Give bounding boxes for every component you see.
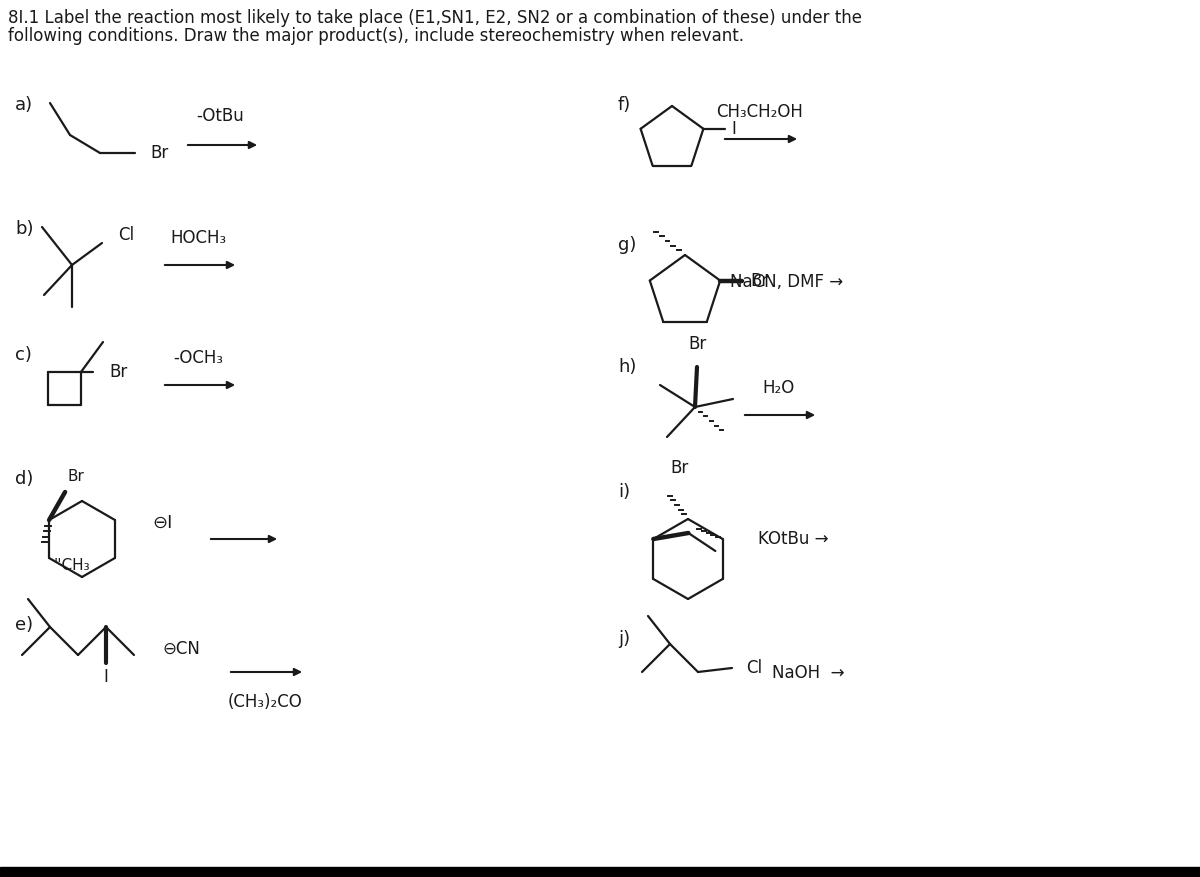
Bar <box>0 867 1200 877</box>
Text: CH₃CH₂OH: CH₃CH₂OH <box>716 103 804 121</box>
Text: e): e) <box>14 616 34 634</box>
Text: following conditions. Draw the major product(s), include stereochemistry when re: following conditions. Draw the major pro… <box>8 27 744 45</box>
Text: I: I <box>731 120 737 138</box>
Text: (CH₃)₂CO: (CH₃)₂CO <box>228 693 302 711</box>
Text: a): a) <box>14 96 34 114</box>
Text: d): d) <box>14 470 34 488</box>
Text: c): c) <box>14 346 32 364</box>
Text: -OCH₃: -OCH₃ <box>173 349 223 367</box>
Text: Br: Br <box>671 459 689 477</box>
Text: ''CH₃: ''CH₃ <box>53 558 90 573</box>
Text: f): f) <box>618 96 631 114</box>
Text: -OtBu: -OtBu <box>196 107 244 125</box>
Text: ⊖I: ⊖I <box>152 514 173 532</box>
Text: Cl: Cl <box>746 659 762 677</box>
Text: j): j) <box>618 630 630 648</box>
Text: Br: Br <box>150 144 168 162</box>
Text: H₂O: H₂O <box>762 379 794 397</box>
Text: Br: Br <box>67 469 84 484</box>
Text: HOCH₃: HOCH₃ <box>170 229 226 247</box>
Text: NaCN, DMF →: NaCN, DMF → <box>730 273 844 291</box>
Text: I: I <box>103 668 108 686</box>
Text: 8I.1 Label the reaction most likely to take place (E1,SN1, E2, SN2 or a combinat: 8I.1 Label the reaction most likely to t… <box>8 9 862 27</box>
Text: i): i) <box>618 483 630 501</box>
Text: b): b) <box>14 220 34 238</box>
Text: g): g) <box>618 236 636 254</box>
Text: Br: Br <box>750 272 768 289</box>
Text: Cl: Cl <box>118 226 134 244</box>
Text: h): h) <box>618 358 636 376</box>
Text: Br: Br <box>688 335 706 353</box>
Text: Br: Br <box>109 363 127 381</box>
Text: NaOH  →: NaOH → <box>772 664 845 682</box>
Text: ⊖CN: ⊖CN <box>162 640 200 658</box>
Text: KOtBu →: KOtBu → <box>758 530 828 548</box>
